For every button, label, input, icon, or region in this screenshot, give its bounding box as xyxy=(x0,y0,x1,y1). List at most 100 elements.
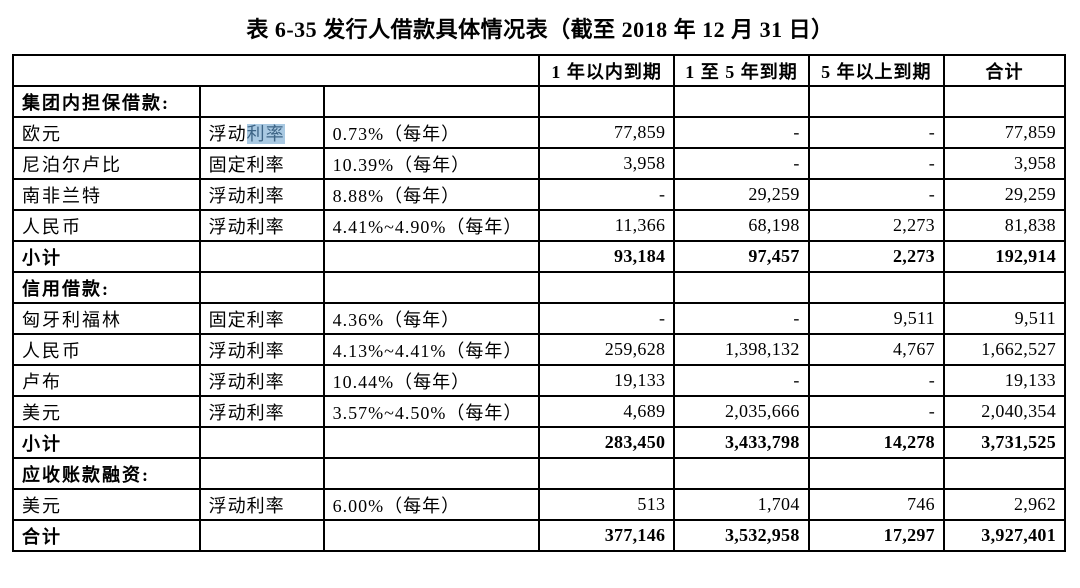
header-due-1-to-5y: 1 至 5 年到期 xyxy=(673,54,810,87)
cell-due-over-5y: - xyxy=(807,116,945,149)
cell-currency: 南非兰特 xyxy=(12,178,201,211)
cell-total xyxy=(942,85,1067,118)
cell-rate: 4.36%（每年） xyxy=(322,302,540,335)
table-body: 集团内担保借款: 欧元 浮动利率 0.73%（每年） 77,859- -77,859 尼泊尔… xyxy=(12,85,1067,552)
cell-rate-type xyxy=(198,240,325,273)
search-highlight: 利率 xyxy=(246,123,285,144)
cell-currency: 信用借款: xyxy=(12,271,201,304)
cell-rate xyxy=(322,85,540,118)
cell-due-within-1y: 377,146 xyxy=(537,519,676,552)
cell-due-within-1y xyxy=(537,271,676,304)
cell-due-1-to-5y xyxy=(673,457,810,490)
row-data: 匈牙利福林 固定利率 4.36%（每年） - -9,511 9,511 xyxy=(12,302,1067,335)
cell-rate xyxy=(322,426,540,459)
cell-due-within-1y xyxy=(537,457,676,490)
cell-total: 19,133 xyxy=(942,364,1067,397)
cell-total xyxy=(942,271,1067,304)
cell-currency: 美元 xyxy=(12,395,201,428)
cell-total: 29,259 xyxy=(942,178,1067,211)
cell-due-within-1y: 3,958 xyxy=(537,147,676,180)
cell-due-within-1y: 11,366 xyxy=(537,209,676,242)
cell-rate-type: 浮动利率 xyxy=(198,395,325,428)
cell-due-1-to-5y: 29,259 xyxy=(673,178,810,211)
row-data: 人民币 浮动利率 4.13%~4.41%（每年） 259,628 1,398,132 4,… xyxy=(12,333,1067,366)
cell-rate-type: 浮动利率 xyxy=(198,488,325,521)
row-section: 应收账款融资: xyxy=(12,457,1067,490)
cell-due-over-5y: 2,273 xyxy=(807,240,945,273)
cell-rate xyxy=(322,271,540,304)
cell-currency: 人民币 xyxy=(12,333,201,366)
cell-currency: 卢布 xyxy=(12,364,201,397)
cell-rate-type xyxy=(198,426,325,459)
cell-rate: 4.13%~4.41%（每年） xyxy=(322,333,540,366)
cell-due-1-to-5y: - xyxy=(673,302,810,335)
cell-due-1-to-5y: 97,457 xyxy=(673,240,810,273)
cell-currency: 欧元 xyxy=(12,116,201,149)
cell-rate: 10.39%（每年） xyxy=(322,147,540,180)
cell-due-over-5y: 9,511 xyxy=(807,302,945,335)
cell-due-1-to-5y: 1,704 xyxy=(673,488,810,521)
cell-rate-type xyxy=(198,457,325,490)
cell-currency: 匈牙利福林 xyxy=(12,302,201,335)
cell-rate-type: 浮动利率 xyxy=(198,364,325,397)
row-data: 美元 浮动利率 6.00%（每年） 513 1,704 746 2,962 xyxy=(12,488,1067,521)
header-due-within-1y: 1 年以内到期 xyxy=(537,54,676,87)
cell-due-1-to-5y: 3,433,798 xyxy=(673,426,810,459)
cell-rate-type: 固定利率 xyxy=(198,147,325,180)
cell-due-1-to-5y: - xyxy=(673,364,810,397)
cell-due-over-5y xyxy=(807,271,945,304)
row-data: 人民币 浮动利率 4.41%~4.90%（每年） 11,366 68,198 2,273 8… xyxy=(12,209,1067,242)
cell-due-1-to-5y: - xyxy=(673,147,810,180)
cell-currency: 小计 xyxy=(12,240,201,273)
cell-total: 192,914 xyxy=(942,240,1067,273)
row-data: 美元 浮动利率 3.57%~4.50%（每年） 4,689 2,035,666-2,04… xyxy=(12,395,1067,428)
cell-due-over-5y: - xyxy=(807,178,945,211)
cell-total: 2,040,354 xyxy=(942,395,1067,428)
cell-rate xyxy=(322,519,540,552)
row-section: 信用借款: xyxy=(12,271,1067,304)
cell-total: 81,838 xyxy=(942,209,1067,242)
cell-currency: 应收账款融资: xyxy=(12,457,201,490)
cell-due-within-1y: 19,133 xyxy=(537,364,676,397)
row-data: 南非兰特 浮动利率 8.88%（每年） -29,259-29,259 xyxy=(12,178,1067,211)
cell-rate xyxy=(322,240,540,273)
header-spacer xyxy=(12,54,540,87)
cell-rate-type xyxy=(198,271,325,304)
cell-rate: 6.00%（每年） xyxy=(322,488,540,521)
cell-due-over-5y: - xyxy=(807,147,945,180)
cell-due-over-5y: 2,273 xyxy=(807,209,945,242)
cell-rate-type: 浮动利率 xyxy=(198,333,325,366)
cell-due-within-1y: 93,184 xyxy=(537,240,676,273)
row-section: 集团内担保借款: xyxy=(12,85,1067,118)
cell-due-within-1y: 259,628 xyxy=(537,333,676,366)
cell-currency: 尼泊尔卢比 xyxy=(12,147,201,180)
cell-due-within-1y: 283,450 xyxy=(537,426,676,459)
cell-due-over-5y: 4,767 xyxy=(807,333,945,366)
cell-due-within-1y: 77,859 xyxy=(537,116,676,149)
cell-due-1-to-5y: - xyxy=(673,116,810,149)
cell-due-within-1y: 4,689 xyxy=(537,395,676,428)
header-row: 1 年以内到期 1 至 5 年到期 5 年以上到期 合计 xyxy=(12,54,1067,87)
row-data: 欧元 浮动利率 0.73%（每年） 77,859- -77,859 xyxy=(12,116,1067,149)
cell-rate-type: 浮动利率 xyxy=(198,116,325,149)
cell-currency: 小计 xyxy=(12,426,201,459)
cell-due-over-5y: 746 xyxy=(807,488,945,521)
cell-total: 77,859 xyxy=(942,116,1067,149)
cell-rate: 8.88%（每年） xyxy=(322,178,540,211)
borrowings-table: 1 年以内到期 1 至 5 年到期 5 年以上到期 合计 集团内担保借款: 欧元 浮动利率… xyxy=(12,54,1067,552)
cell-due-within-1y: 513 xyxy=(537,488,676,521)
cell-rate: 4.41%~4.90%（每年） xyxy=(322,209,540,242)
cell-total: 3,958 xyxy=(942,147,1067,180)
cell-due-over-5y xyxy=(807,457,945,490)
cell-rate-type: 固定利率 xyxy=(198,302,325,335)
cell-rate: 3.57%~4.50%（每年） xyxy=(322,395,540,428)
cell-due-1-to-5y: 1,398,132 xyxy=(673,333,810,366)
cell-due-within-1y: - xyxy=(537,302,676,335)
cell-total: 3,731,525 xyxy=(942,426,1067,459)
cell-currency: 合计 xyxy=(12,519,201,552)
cell-total: 9,511 xyxy=(942,302,1067,335)
cell-due-over-5y: - xyxy=(807,395,945,428)
row-data: 卢布 浮动利率 10.44%（每年） 19,133- -19,133 xyxy=(12,364,1067,397)
cell-due-within-1y xyxy=(537,85,676,118)
cell-rate-type: 浮动利率 xyxy=(198,209,325,242)
